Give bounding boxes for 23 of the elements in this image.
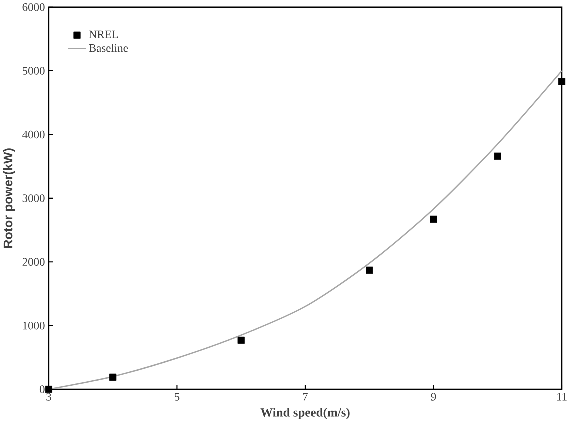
y-tick-label: 1000 [23,322,45,330]
point [494,152,502,160]
y-axis-title: Rotor power(kW) [3,148,16,248]
legend-label: NREL [89,30,118,38]
x-tick-label: 5 [175,393,180,401]
point [45,386,52,394]
point [110,374,117,382]
x-axis-title: Wind speed(m/s) [260,408,350,420]
y-tick-label: 5000 [22,67,45,75]
point [430,216,438,224]
x-tick-label: 11 [557,393,567,401]
x-tick-label: 3 [46,393,52,401]
y-tick-label: 4000 [22,130,45,139]
point [238,336,245,344]
x-tick-label: 7 [303,393,308,401]
x-tick-label: 9 [431,393,436,401]
legend-label: Baseline [89,44,128,52]
y-tick-label: 3000 [22,194,45,202]
y-tick-label: 0 [40,386,45,394]
point [366,266,374,274]
y-tick-label: 6000 [22,4,45,12]
y-tick-label: 2000 [22,258,45,266]
point [558,78,566,86]
